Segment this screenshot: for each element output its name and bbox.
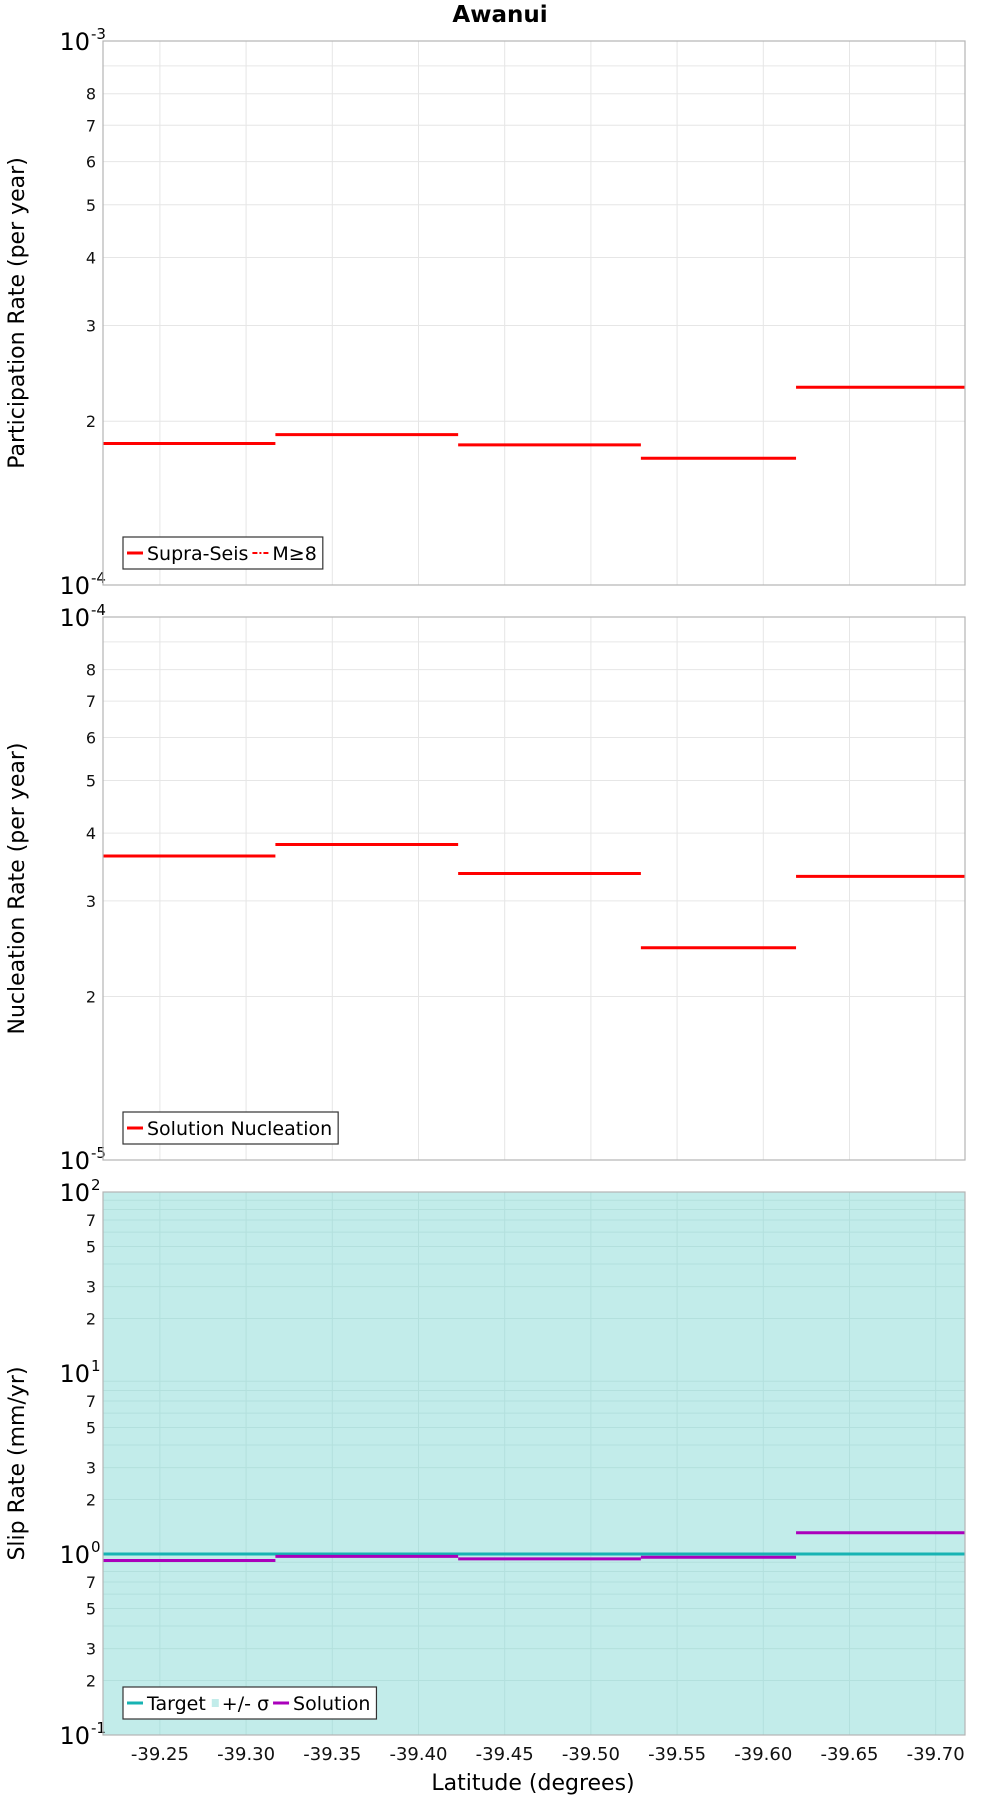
x-tick-label: -39.40	[389, 1744, 447, 1765]
y-decade-exponent: -4	[91, 569, 106, 587]
y-tick-label: 7	[86, 1573, 96, 1592]
y-tick-label: 5	[86, 771, 96, 790]
y-tick-label: 2	[86, 1672, 96, 1691]
y-tick-label: 8	[86, 85, 96, 104]
legend: Target +/- σ Solution	[122, 1686, 378, 1720]
y-tick-label: 2	[86, 988, 96, 1007]
legend-box	[122, 1686, 378, 1720]
legend-swatch	[211, 1699, 219, 1707]
y-tick-label: 8	[86, 661, 96, 680]
y-tick-label: 3	[86, 892, 96, 911]
sigma-band	[103, 1192, 965, 1735]
legend: Solution Nucleation	[122, 1111, 339, 1145]
y-decade-label: 10	[59, 1541, 90, 1569]
x-tick-label: -39.35	[303, 1744, 361, 1765]
y-tick-label: 3	[86, 1278, 96, 1297]
y-axis-label: Nucleation Rate (per year)	[5, 743, 30, 1035]
legend-label: Target	[146, 1693, 206, 1715]
y-tick-label: 4	[86, 824, 96, 843]
y-tick-label: 2	[86, 1310, 96, 1329]
y-decade-label: 10	[59, 1360, 90, 1388]
x-tick-label: -39.60	[734, 1744, 792, 1765]
y-decade-label: 10	[59, 1722, 90, 1750]
y-tick-label: 7	[86, 1211, 96, 1230]
y-tick-label: 5	[86, 196, 96, 215]
y-tick-label: 7	[86, 692, 96, 711]
y-decade-exponent: -4	[91, 601, 106, 619]
y-decade-exponent: 2	[91, 1176, 101, 1194]
y-tick-label: 5	[86, 1237, 96, 1256]
x-tick-label: -39.65	[820, 1744, 878, 1765]
x-tick-label: -39.25	[131, 1744, 189, 1765]
legend-label: Solution Nucleation	[147, 1118, 332, 1140]
x-tick-label: -39.45	[476, 1744, 534, 1765]
y-tick-label: 6	[86, 728, 96, 747]
y-decade-label: 10	[59, 28, 90, 56]
y-decade-exponent: 0	[91, 1538, 101, 1556]
y-decade-exponent: 1	[91, 1357, 101, 1375]
legend-label: M≥8	[272, 543, 316, 565]
y-decade-exponent: -5	[91, 1144, 106, 1162]
y-tick-label: 5	[86, 1599, 96, 1618]
y-tick-label: 3	[86, 1459, 96, 1478]
y-axis-label: Participation Rate (per year)	[5, 157, 30, 469]
y-tick-label: 2	[86, 1491, 96, 1510]
x-tick-label: -39.55	[648, 1744, 706, 1765]
legend-label: Supra-Seis	[147, 543, 248, 565]
y-tick-label: 7	[86, 116, 96, 135]
y-decade-label: 10	[59, 1147, 90, 1175]
y-axis-label: Slip Rate (mm/yr)	[5, 1366, 30, 1560]
plot-background	[103, 617, 965, 1160]
legend-box	[122, 1111, 339, 1145]
plot-frame	[102, 616, 966, 1161]
legend-label: Solution	[293, 1693, 370, 1715]
y-tick-label: 3	[86, 1640, 96, 1659]
y-tick-label: 2	[86, 412, 96, 431]
legend-box	[122, 536, 324, 570]
y-decade-label: 10	[59, 1179, 90, 1207]
y-decade-label: 10	[59, 604, 90, 632]
y-tick-label: 6	[86, 153, 96, 172]
x-tick-label: -39.30	[217, 1744, 275, 1765]
y-decade-label: 10	[59, 572, 90, 600]
x-axis-label: Latitude (degrees)	[431, 1771, 634, 1796]
y-decade-exponent: -3	[91, 25, 106, 43]
plot-frame	[102, 40, 966, 586]
x-tick-label: -39.50	[562, 1744, 620, 1765]
x-tick-label: -39.70	[907, 1744, 965, 1765]
y-decade-exponent: -1	[91, 1719, 106, 1737]
figure-title: Awanui	[452, 2, 547, 28]
y-tick-label: 7	[86, 1392, 96, 1411]
y-tick-label: 5	[86, 1418, 96, 1437]
plot-background	[103, 41, 965, 585]
legend-label: +/- σ	[222, 1693, 269, 1715]
plot-frame	[102, 1191, 966, 1736]
legend: Supra-Seis M≥8	[122, 536, 324, 570]
y-tick-label: 4	[86, 248, 96, 267]
y-tick-label: 3	[86, 316, 96, 335]
